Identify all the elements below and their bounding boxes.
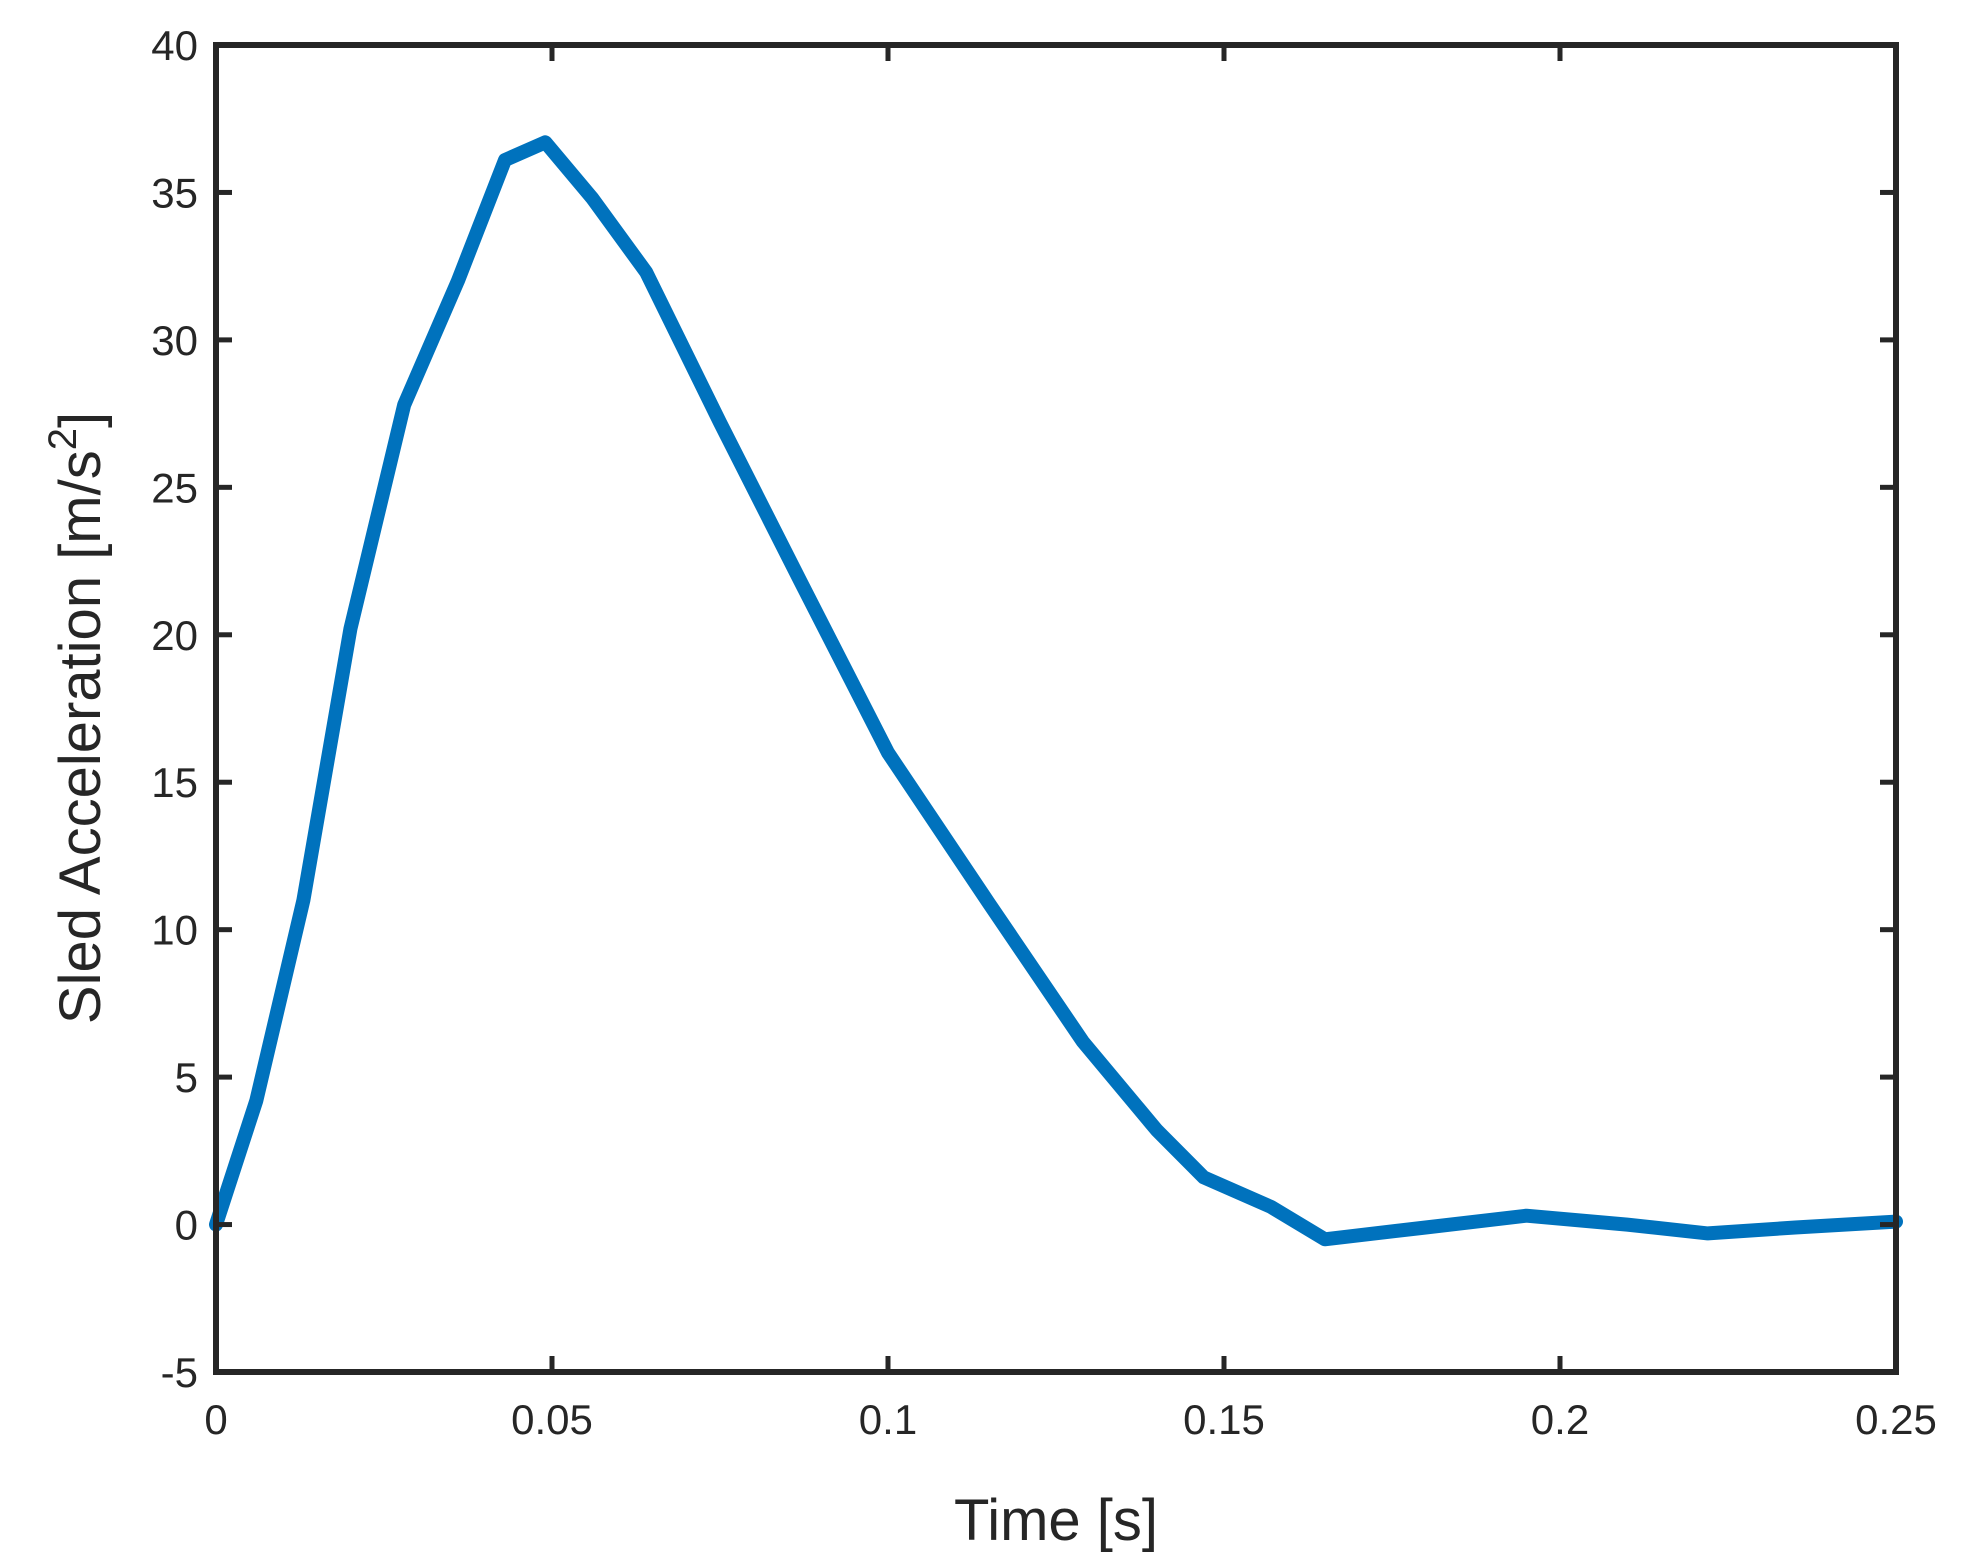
x-tick-label: 0.15 <box>1183 1396 1265 1443</box>
x-tick-label: 0.1 <box>859 1396 917 1443</box>
series-layer <box>209 135 1903 1247</box>
axes-box <box>213 42 1899 1375</box>
y-tick-label: 30 <box>151 317 198 364</box>
y-tick-label: 15 <box>151 759 198 806</box>
y-axis-label-suffix: ] <box>48 412 113 428</box>
y-tick-label: 40 <box>151 22 198 69</box>
y-axis-label-text: Sled Acceleration [m/s <box>48 450 113 1024</box>
y-axis-label: Sled Acceleration [m/s2] <box>41 412 113 1024</box>
x-tick-label: 0.25 <box>1855 1396 1937 1443</box>
axes-layer <box>213 42 1899 1375</box>
y-tick-label: 25 <box>151 464 198 511</box>
y-tick-label: 0 <box>175 1202 198 1249</box>
x-axis-label: Time [s] <box>954 1488 1158 1553</box>
y-tick-label: 5 <box>175 1054 198 1101</box>
y-tick-label: -5 <box>161 1349 198 1396</box>
x-tick-label: 0.05 <box>511 1396 593 1443</box>
x-tick-label: 0.2 <box>1531 1396 1589 1443</box>
x-tick-label: 0 <box>204 1396 227 1443</box>
y-tick-label: 10 <box>151 907 198 954</box>
y-axis-label-superscript: 2 <box>41 428 85 450</box>
y-tick-label: 20 <box>151 612 198 659</box>
plot-area <box>216 45 1896 1372</box>
plot-background <box>216 45 1896 1372</box>
series-line-0 <box>209 135 1903 1247</box>
y-tick-label: 35 <box>151 169 198 216</box>
